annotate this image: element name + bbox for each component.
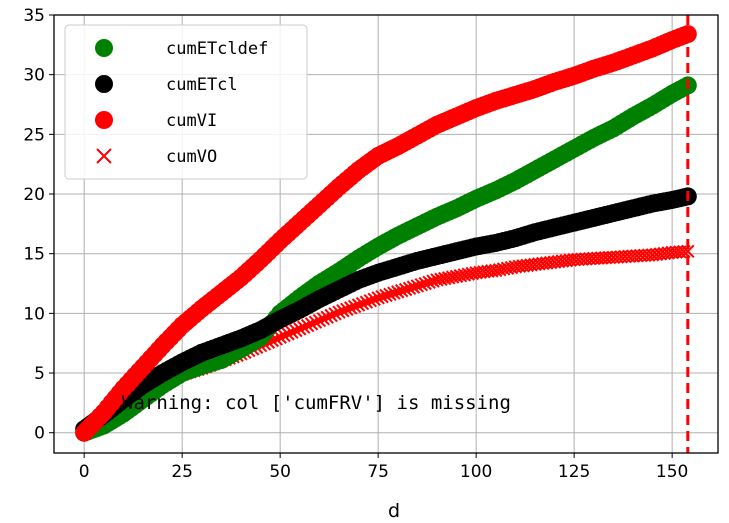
data-point: [320, 310, 334, 324]
data-point: [304, 317, 319, 331]
data-point: [410, 279, 425, 293]
y-tick-label: 15: [23, 245, 45, 265]
data-point: [681, 244, 695, 259]
x-tick-label: 25: [171, 462, 193, 482]
data-point: [359, 295, 374, 309]
data-point: [367, 292, 381, 306]
x-tick-label: 75: [367, 462, 389, 482]
data-point: [387, 286, 401, 300]
x-tick-label: 150: [656, 462, 688, 482]
data-point: [347, 299, 362, 314]
legend-marker: [95, 39, 113, 57]
data-point: [316, 312, 330, 326]
data-point: [296, 320, 311, 334]
y-tick-label: 35: [23, 6, 45, 26]
warning-annotation: Warning: col ['cumFRV'] is missing: [122, 392, 511, 414]
data-point: [379, 288, 393, 303]
legend-label: cumETcl: [166, 75, 238, 95]
data-point: [406, 280, 421, 294]
series-layer: [75, 25, 697, 442]
legend-marker: [95, 75, 113, 93]
data-point: [371, 291, 385, 305]
data-point: [336, 304, 350, 318]
x-axis-label: d: [388, 500, 400, 522]
data-point: [328, 307, 342, 321]
x-tick-label: 50: [269, 462, 291, 482]
legend-label: cumETcldef: [166, 39, 268, 59]
data-point: [289, 323, 303, 338]
data-point: [281, 327, 295, 341]
data-point: [332, 305, 346, 319]
legend-box: [64, 24, 308, 180]
y-tick-label: 5: [34, 364, 45, 384]
plot-frame: [53, 14, 719, 454]
data-point: [308, 315, 323, 329]
data-point: [375, 289, 389, 304]
data-point: [355, 296, 370, 311]
data-point: [398, 282, 413, 297]
y-tick-label: 25: [23, 125, 45, 145]
data-point: [277, 328, 291, 343]
data-point: [300, 318, 315, 333]
legend-marker: [95, 111, 113, 129]
series-cumVI: [75, 25, 697, 442]
data-point: [340, 302, 354, 317]
data-point: [402, 281, 417, 296]
legend: cumETcldef cumETcl cumVI cumVO: [64, 24, 308, 180]
data-point: [363, 294, 378, 308]
y-tick-label: 20: [23, 185, 45, 205]
data-point: [414, 278, 428, 292]
data-point: [344, 301, 358, 315]
data-point: [391, 285, 405, 299]
data-point: [324, 308, 338, 323]
data-point: [422, 275, 436, 290]
data-point: [351, 298, 366, 312]
data-point: [273, 330, 287, 344]
x-tick-label: 100: [460, 462, 492, 482]
x-tick-label: 0: [79, 462, 90, 482]
x-tick-label: 125: [558, 462, 590, 482]
y-tick-label: 10: [23, 304, 45, 324]
y-tick-label: 0: [34, 424, 45, 444]
y-tick-label: 30: [23, 66, 45, 86]
data-point: [312, 313, 327, 328]
data-point: [383, 287, 397, 301]
legend-marker: [96, 148, 112, 164]
data-point: [285, 325, 299, 339]
data-point: [426, 274, 440, 288]
legend-label: cumVI: [166, 111, 217, 131]
legend-label: cumVO: [166, 147, 217, 167]
data-point: [394, 283, 409, 298]
data-point: [418, 276, 432, 291]
ticks: 0 25 50 75 100 125 150 0 5 10 15 20 25 30 35: [23, 6, 688, 482]
data-point: [293, 322, 307, 336]
